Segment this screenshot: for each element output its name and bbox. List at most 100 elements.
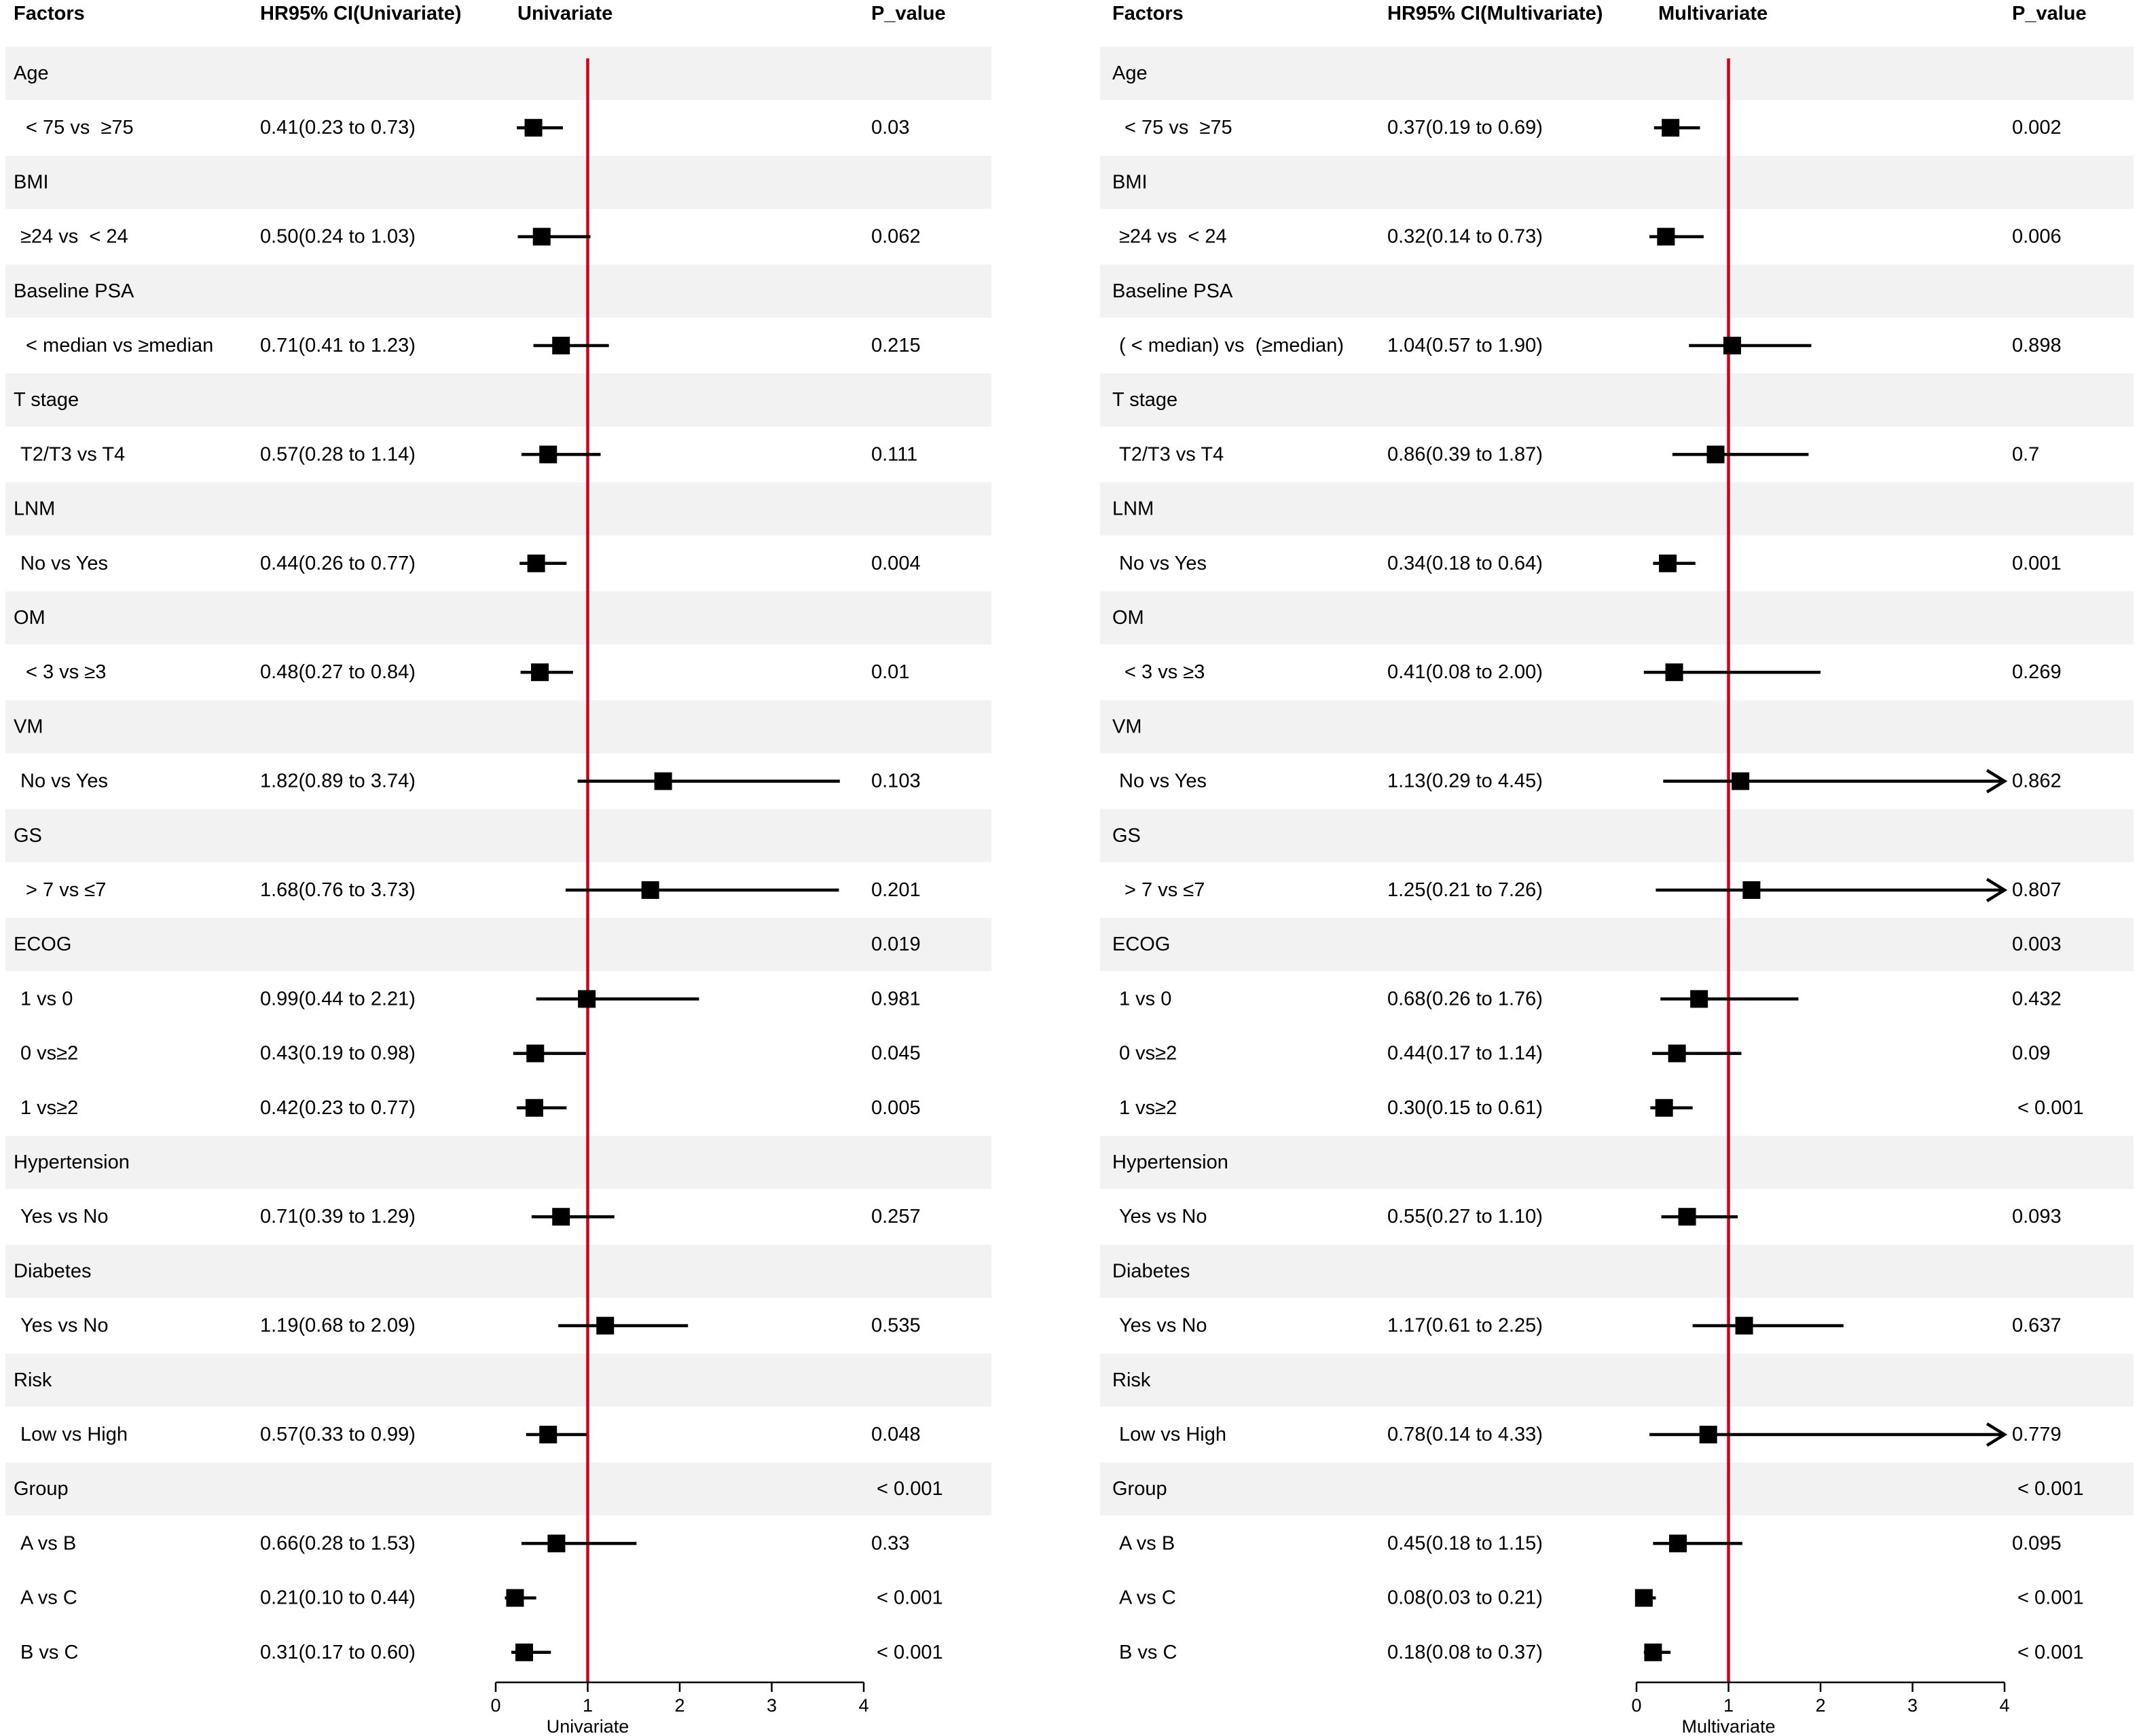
factor-group-label: ECOG xyxy=(1112,934,1170,955)
p-value: 0.103 xyxy=(871,771,921,792)
p-value: 0.004 xyxy=(871,553,921,574)
p-value: < 0.001 xyxy=(2012,1642,2084,1663)
factor-group-label: LNM xyxy=(14,498,55,520)
hr-ci-value: 0.48(0.27 to 0.84) xyxy=(260,661,416,683)
factor-comparison-label: No vs Yes xyxy=(1119,771,1207,792)
factor-group-label: BMI xyxy=(14,171,49,193)
header-factors: Factors xyxy=(1112,3,1184,24)
hr-ci-value: 1.17(0.61 to 2.25) xyxy=(1387,1315,1543,1337)
p-value: 0.111 xyxy=(871,443,917,465)
hr-ci-value: 0.71(0.39 to 1.29) xyxy=(260,1206,416,1227)
factor-comparison-label: Yes vs No xyxy=(1119,1206,1207,1227)
hr-ci-value: 0.57(0.28 to 1.14) xyxy=(260,443,416,465)
hr-ci-value: 0.31(0.17 to 0.60) xyxy=(260,1642,416,1663)
hr-ci-value: 0.45(0.18 to 1.15) xyxy=(1387,1532,1543,1554)
p-value: 0.7 xyxy=(2012,443,2039,465)
factor-comparison-label: Low vs High xyxy=(1119,1424,1226,1445)
hr-point-marker xyxy=(1732,772,1750,790)
factor-group-label: T stage xyxy=(14,389,79,411)
factor-group-label: Group xyxy=(14,1478,69,1500)
p-value: 0.095 xyxy=(2012,1532,2062,1554)
p-value: 0.005 xyxy=(871,1097,921,1119)
hr-ci-value: 0.68(0.26 to 1.76) xyxy=(1387,988,1543,1010)
hr-point-marker xyxy=(654,772,672,790)
p-value: < 0.001 xyxy=(871,1642,943,1663)
x-tick-label: 0 xyxy=(1631,1695,1641,1716)
hr-ci-value: 1.04(0.57 to 1.90) xyxy=(1387,335,1543,356)
p-value: < 0.001 xyxy=(2012,1478,2084,1500)
x-tick-label: 2 xyxy=(674,1695,684,1716)
x-tick-label: 2 xyxy=(1815,1695,1825,1716)
hr-ci-value: 0.86(0.39 to 1.87) xyxy=(1387,443,1543,465)
x-tick-label: 4 xyxy=(858,1695,869,1716)
x-axis-title: Multivariate xyxy=(1681,1716,1775,1736)
hr-point-marker xyxy=(539,445,557,464)
factor-group-label: Risk xyxy=(1112,1369,1151,1391)
hr-point-marker xyxy=(1662,119,1680,137)
row-band xyxy=(1100,700,2134,754)
row-band xyxy=(1100,1462,2134,1516)
row-band xyxy=(5,700,991,754)
p-value: 0.048 xyxy=(871,1424,921,1445)
factor-comparison-label: 1 vs 0 xyxy=(20,988,73,1010)
p-value: 0.003 xyxy=(2012,934,2062,955)
forest-panel-multivariate: Factors HR95% CI(Multivariate) Multivariat… xyxy=(1100,3,2134,1736)
x-tick-label: 0 xyxy=(490,1695,500,1716)
row-band xyxy=(1100,373,2134,427)
p-value: 0.637 xyxy=(2012,1315,2062,1337)
factor-group-label: Diabetes xyxy=(14,1260,91,1282)
hr-ci-value: 0.99(0.44 to 2.21) xyxy=(260,988,416,1010)
p-value: 0.257 xyxy=(871,1206,921,1227)
hr-ci-value: 0.57(0.33 to 0.99) xyxy=(260,1424,416,1445)
hr-point-marker xyxy=(641,881,659,899)
hr-ci-value: 0.32(0.14 to 0.73) xyxy=(1387,226,1543,248)
factor-group-label: Baseline PSA xyxy=(1112,280,1233,302)
factor-group-label: Hypertension xyxy=(1112,1151,1228,1173)
factor-comparison-label: < median vs ≥median xyxy=(20,335,213,356)
p-value: 0.006 xyxy=(2012,226,2062,248)
hr-ci-value: 0.30(0.15 to 0.61) xyxy=(1387,1097,1543,1119)
hr-point-marker xyxy=(552,337,570,354)
header-factors: Factors xyxy=(14,3,85,24)
hr-ci-value: 1.68(0.76 to 3.73) xyxy=(260,879,416,901)
p-value: 0.03 xyxy=(871,117,909,138)
factor-comparison-label: Yes vs No xyxy=(1119,1315,1207,1337)
header-plot: Multivariate xyxy=(1658,3,1768,24)
p-value: 0.269 xyxy=(2012,661,2062,683)
hr-point-marker xyxy=(506,1589,524,1607)
factor-comparison-label: A vs C xyxy=(1119,1587,1176,1609)
factor-comparison-label: ≥24 vs < 24 xyxy=(20,226,128,248)
factor-comparison-label: T2/T3 vs T4 xyxy=(1119,443,1224,465)
hr-point-marker xyxy=(1723,337,1741,354)
factor-group-label: VM xyxy=(1112,716,1142,737)
row-band xyxy=(5,264,991,318)
row-band xyxy=(5,373,991,427)
hr-ci-value: 0.78(0.14 to 4.33) xyxy=(1387,1424,1543,1445)
p-value: < 0.001 xyxy=(871,1587,943,1609)
p-value: 0.09 xyxy=(2012,1043,2050,1065)
hr-ci-value: 0.50(0.24 to 1.03) xyxy=(260,226,416,248)
row-band xyxy=(5,809,991,862)
header-ci: HR95% CI(Multivariate) xyxy=(1387,3,1603,24)
factor-comparison-label: Yes vs No xyxy=(20,1206,109,1227)
forest-panel-univariate: Factors HR95% CI(Univariate) Univariate P_v… xyxy=(5,3,991,1736)
ci-arrow xyxy=(1986,878,2008,902)
hr-point-marker xyxy=(1659,554,1677,572)
ci-arrow xyxy=(1986,769,2008,794)
factor-group-label: Risk xyxy=(14,1369,52,1391)
factor-group-label: Diabetes xyxy=(1112,1260,1190,1282)
p-value: 0.215 xyxy=(871,335,921,356)
factor-group-label: GS xyxy=(14,825,42,847)
factor-comparison-label: 1 vs≥2 xyxy=(1119,1097,1177,1119)
factor-comparison-label: B vs C xyxy=(1119,1642,1177,1663)
hr-ci-value: 0.55(0.27 to 1.10) xyxy=(1387,1206,1543,1227)
hr-point-marker xyxy=(515,1643,534,1661)
factor-comparison-label: 1 vs≥2 xyxy=(20,1097,78,1119)
hr-ci-value: 1.19(0.68 to 2.09) xyxy=(260,1315,416,1337)
row-band xyxy=(1100,591,2134,645)
hr-ci-value: 0.66(0.28 to 1.53) xyxy=(260,1532,416,1554)
p-value: < 0.001 xyxy=(2012,1097,2084,1119)
hr-point-marker xyxy=(527,554,545,572)
p-value: 0.535 xyxy=(871,1315,921,1337)
hr-point-marker xyxy=(1655,1098,1673,1117)
